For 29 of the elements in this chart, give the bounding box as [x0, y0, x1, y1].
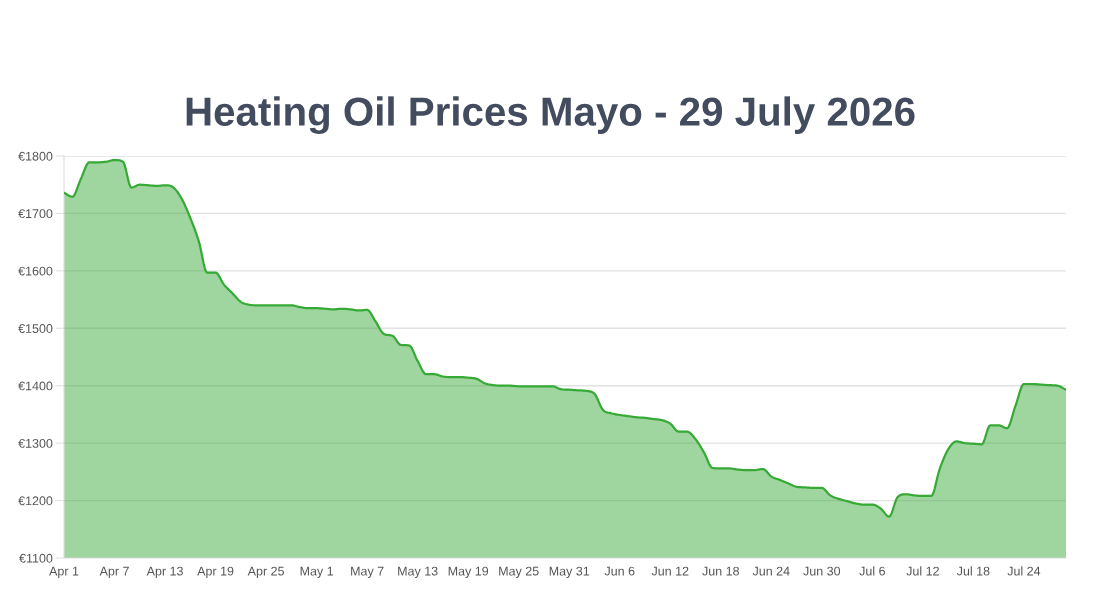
y-tick-label: €1600: [18, 266, 53, 276]
x-tick-label: Jun 30: [803, 566, 841, 576]
x-tick-label: Jul 6: [859, 566, 885, 576]
x-tick-label: May 19: [448, 566, 489, 578]
y-tick-label: €1400: [18, 381, 53, 391]
x-tick-label: Jul 24: [1007, 566, 1041, 576]
x-tick-label: Apr 25: [247, 566, 284, 578]
x-tick-label: Jun 24: [752, 566, 790, 576]
y-tick-label: €1800: [18, 151, 53, 161]
y-tick-label: €1200: [18, 496, 53, 506]
x-tick-label: Apr 1: [49, 566, 79, 578]
chart-title: Heating Oil Prices Mayo - 29 July 2026: [186, 96, 915, 135]
x-tick-label: Jul 18: [956, 566, 990, 576]
y-tick-label: €1500: [18, 324, 53, 333]
x-tick-label: Jun 6: [604, 566, 635, 576]
y-tick-label: €1700: [18, 209, 53, 219]
x-tick-label: May 13: [398, 566, 438, 578]
y-tick-label: €1100: [19, 553, 53, 563]
x-tick-label: Apr 19: [197, 566, 234, 578]
x-tick-label: Apr 13: [146, 566, 183, 578]
x-tick-label: Jun 12: [651, 566, 689, 576]
y-tick-label: €1300: [18, 438, 53, 448]
x-tick-label: Jul 12: [906, 566, 939, 576]
x-tick-label: May 1: [300, 566, 334, 578]
x-tick-label: May 25: [499, 566, 539, 578]
x-tick-label: Jun 18: [702, 566, 739, 576]
x-tick-label: Apr 7: [99, 566, 129, 578]
x-tick-label: May 31: [549, 566, 590, 578]
x-tick-label: May 7: [351, 566, 384, 578]
